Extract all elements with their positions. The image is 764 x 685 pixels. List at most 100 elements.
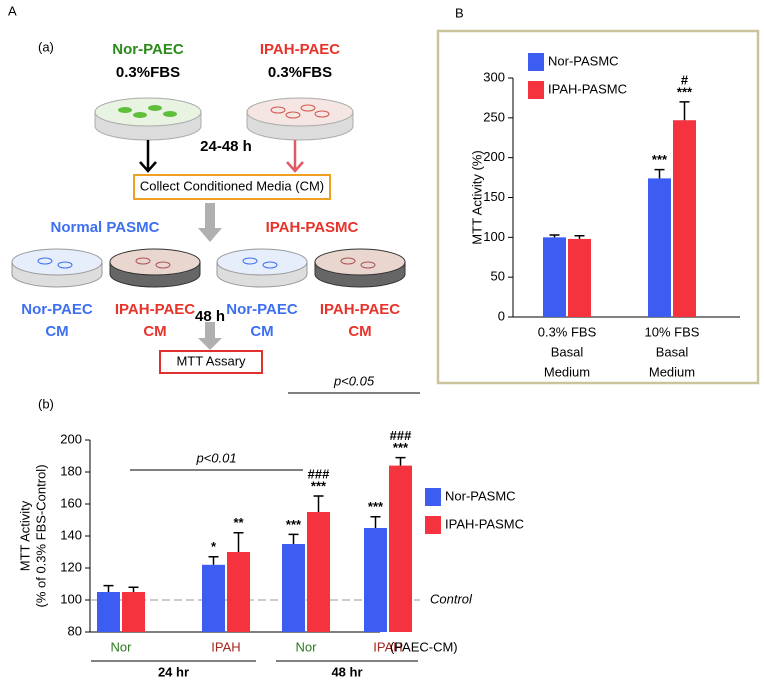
- reference-label: Control: [430, 591, 473, 606]
- treatment: CM: [348, 323, 371, 340]
- bar: [282, 544, 305, 632]
- error-bar: [370, 516, 381, 528]
- treatment: IPAH-PAEC: [320, 301, 400, 318]
- dish: [216, 248, 308, 288]
- bar: [568, 238, 591, 317]
- x-axis-label: (PAEC-CM): [390, 639, 458, 654]
- y-tick-label: 200: [60, 431, 82, 446]
- bar: [673, 120, 696, 318]
- significance-label: ***: [286, 517, 302, 532]
- significance-label: #: [681, 72, 689, 87]
- bracket-label: p<0.05: [333, 373, 375, 388]
- error-bar: [395, 456, 406, 466]
- significance-label: ###: [390, 428, 412, 443]
- bar: [227, 552, 250, 632]
- bar: [122, 592, 145, 632]
- source-medium: 0.3%FBS: [116, 64, 180, 81]
- y-tick-label: 80: [68, 623, 82, 638]
- panel-label: A: [8, 3, 17, 18]
- bar: [202, 564, 225, 632]
- y-tick-label: 120: [60, 559, 82, 574]
- bracket-label: p<0.01: [195, 450, 236, 465]
- legend-label: IPAH-PASMC: [445, 516, 524, 531]
- error-bar: [654, 168, 665, 179]
- dish: [314, 248, 406, 288]
- x-tick-label: Medium: [544, 364, 590, 379]
- y-tick-label: 50: [491, 269, 505, 284]
- significance-label: ***: [393, 440, 409, 455]
- error-bar: [574, 234, 585, 239]
- incubation-time: 24-48 h: [200, 138, 252, 155]
- treatment: CM: [250, 323, 273, 340]
- diagram: A (a) Nor-PAEC 0.3%FBS IPAH-PAEC 0.3%FBS…: [8, 3, 406, 374]
- bar: [307, 512, 330, 632]
- dish: [246, 97, 354, 141]
- source-medium: 0.3%FBS: [268, 64, 332, 81]
- y-tick-label: 300: [483, 69, 505, 84]
- assay-text: MTT Assary: [176, 353, 246, 368]
- bar: [97, 592, 120, 632]
- arrow: [286, 140, 304, 173]
- error-bar: [288, 533, 299, 544]
- significance-label: ***: [677, 84, 693, 99]
- x-tick-label: Basal: [551, 344, 584, 359]
- group-label: 24 hr: [158, 664, 189, 679]
- chart: (b) 80 100 120 140 160 180 200 MTT Activity (% of…: [17, 373, 524, 679]
- x-tick-label: 10% FBS: [645, 324, 700, 339]
- dish: [94, 97, 202, 141]
- panel-frame: [436, 29, 760, 385]
- bar: [389, 465, 412, 632]
- collect-box: [133, 174, 331, 200]
- bar: [648, 178, 671, 317]
- y-tick-label: 150: [483, 189, 505, 204]
- target-name: Normal PASMC: [51, 219, 160, 236]
- x-tick-label: Nor: [111, 639, 133, 654]
- significance-label: *: [211, 539, 217, 554]
- subpanel-label: (a): [38, 39, 54, 54]
- arrow: [198, 203, 222, 242]
- treatment: Nor-PAEC: [21, 301, 93, 318]
- error-bar: [313, 495, 324, 512]
- incubation-time: 48 h: [195, 308, 225, 325]
- error-bar: [549, 234, 560, 238]
- significance-label: ***: [311, 478, 327, 493]
- significance-label: **: [233, 515, 244, 530]
- legend-swatch: [528, 81, 544, 99]
- y-tick-label: 250: [483, 109, 505, 124]
- legend-swatch: [425, 516, 441, 534]
- collect-text: Collect Conditioned Media (CM): [140, 178, 324, 193]
- x-tick-label: Medium: [649, 364, 695, 379]
- legend-label: Nor-PASMC: [445, 488, 516, 503]
- dish: [11, 248, 103, 288]
- panel-label: B: [455, 5, 464, 20]
- y-tick-label: 0: [498, 308, 505, 323]
- significance-label: ***: [368, 499, 384, 514]
- y-tick-label: 200: [483, 149, 505, 164]
- legend-label: IPAH-PASMC: [548, 81, 627, 96]
- error-bar: [679, 101, 690, 121]
- arrow: [139, 140, 157, 173]
- y-tick-label: 100: [483, 229, 505, 244]
- legend-label: Nor-PASMC: [548, 53, 619, 68]
- x-tick-label: Nor: [296, 639, 318, 654]
- error-bar: [128, 586, 139, 592]
- x-tick-label: Basal: [656, 344, 689, 359]
- y-axis-label: MTT Activity: [17, 500, 32, 571]
- y-tick-label: 100: [60, 591, 82, 606]
- y-tick-label: 180: [60, 463, 82, 478]
- y-axis-label: (% of 0.3% FBS-Control): [33, 464, 48, 607]
- source-name: Nor-PAEC: [112, 41, 184, 58]
- error-bar: [233, 532, 244, 552]
- assay-box: [159, 350, 263, 374]
- bar: [543, 237, 566, 317]
- treatment: CM: [143, 323, 166, 340]
- y-tick-label: 160: [60, 495, 82, 510]
- y-axis-label: MTT Activity (%): [469, 150, 484, 244]
- dish: [109, 248, 201, 288]
- legend-swatch: [528, 53, 544, 71]
- group-label: 48 hr: [331, 664, 362, 679]
- x-tick-label: IPAH: [211, 639, 240, 654]
